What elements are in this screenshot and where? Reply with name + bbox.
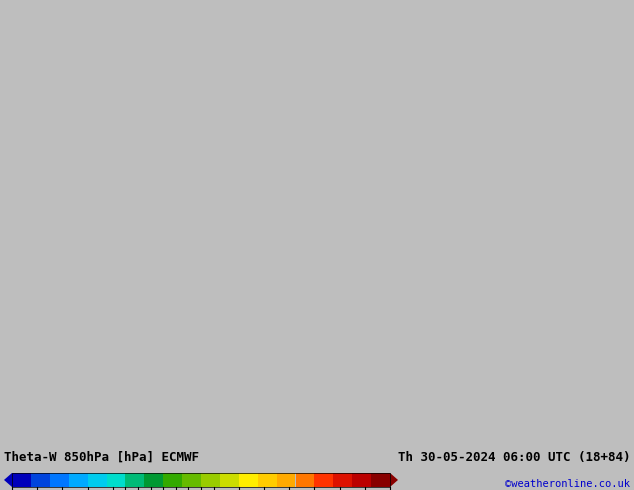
Bar [31, 473, 50, 487]
Bar [220, 473, 239, 487]
Bar [239, 473, 257, 487]
Bar [126, 473, 145, 487]
Bar [333, 473, 353, 487]
Bar [371, 473, 390, 487]
Bar [145, 473, 163, 487]
Polygon shape [390, 473, 398, 487]
Bar [68, 473, 87, 487]
Text: ©weatheronline.co.uk: ©weatheronline.co.uk [505, 479, 630, 489]
Bar [276, 473, 295, 487]
Bar [257, 473, 276, 487]
Polygon shape [4, 473, 12, 487]
Text: Th 30-05-2024 06:00 UTC (18+84): Th 30-05-2024 06:00 UTC (18+84) [398, 451, 630, 464]
Text: Theta-W 850hPa [hPa] ECMWF: Theta-W 850hPa [hPa] ECMWF [4, 451, 199, 464]
Bar [107, 473, 126, 487]
Bar [182, 473, 201, 487]
Bar [50, 473, 68, 487]
Bar [353, 473, 371, 487]
Bar [295, 473, 314, 487]
Bar [314, 473, 333, 487]
Bar [12, 473, 31, 487]
Bar [163, 473, 182, 487]
Bar [201, 473, 220, 487]
Bar [87, 473, 107, 487]
